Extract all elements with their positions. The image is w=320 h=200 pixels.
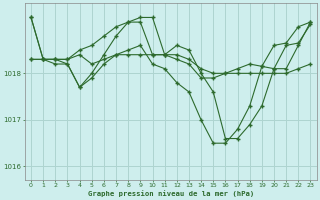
X-axis label: Graphe pression niveau de la mer (hPa): Graphe pression niveau de la mer (hPa) <box>88 190 254 197</box>
